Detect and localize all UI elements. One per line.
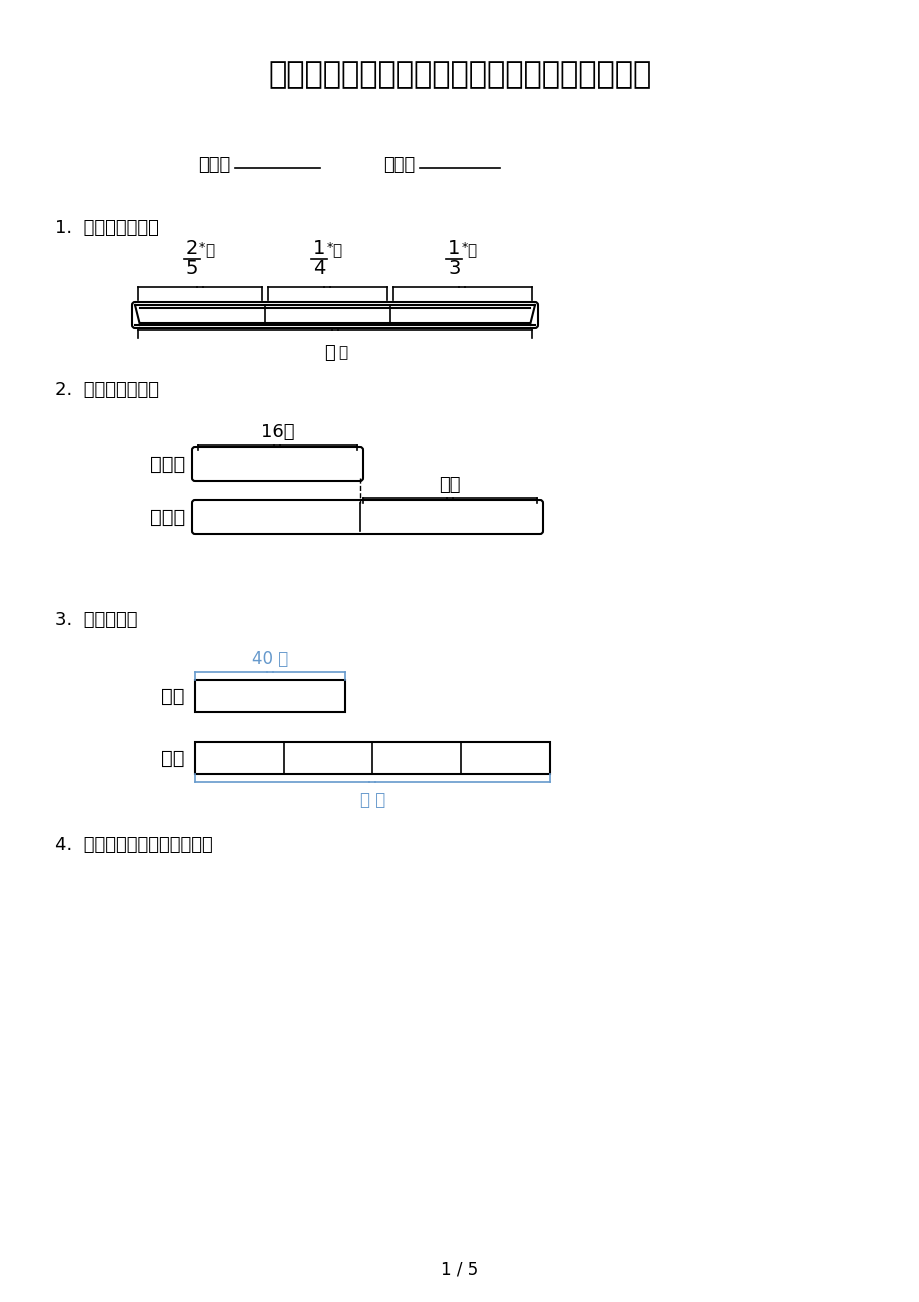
FancyBboxPatch shape — [131, 302, 538, 328]
Text: ？: ？ — [324, 344, 335, 362]
Text: *: * — [460, 241, 467, 254]
Text: ？个: ？个 — [438, 477, 460, 493]
Text: 4: 4 — [313, 259, 325, 279]
Text: 16个: 16个 — [260, 423, 294, 441]
Text: 部编三年级下册数学看图列式计算名校专项习题: 部编三年级下册数学看图列式计算名校专项习题 — [268, 60, 651, 90]
Text: 1: 1 — [448, 240, 460, 259]
Text: 米: 米 — [338, 345, 347, 361]
Text: 1 / 5: 1 / 5 — [441, 1262, 478, 1279]
Text: 3.  列式计算。: 3. 列式计算。 — [55, 611, 137, 629]
FancyBboxPatch shape — [192, 447, 363, 480]
Text: *: * — [199, 241, 205, 254]
Text: ？ 只: ？ 只 — [359, 792, 385, 809]
FancyBboxPatch shape — [195, 742, 550, 773]
Text: 2.  看图列式计算。: 2. 看图列式计算。 — [55, 381, 159, 398]
Text: 米: 米 — [332, 243, 341, 259]
Text: 姓名：: 姓名： — [382, 156, 414, 174]
Text: 米: 米 — [205, 243, 214, 259]
Text: 米: 米 — [467, 243, 476, 259]
Text: 40 只: 40 只 — [252, 650, 288, 668]
Text: 乒乓球: 乒乓球 — [150, 508, 185, 526]
Text: 1: 1 — [313, 240, 325, 259]
Text: 羽毛球: 羽毛球 — [150, 454, 185, 474]
Text: 班级：: 班级： — [198, 156, 230, 174]
Text: 大象: 大象 — [162, 749, 185, 767]
Text: 2: 2 — [186, 240, 198, 259]
FancyBboxPatch shape — [192, 500, 542, 534]
Text: 斑马: 斑马 — [162, 686, 185, 706]
FancyBboxPatch shape — [195, 680, 345, 712]
Text: 4.  下面图形的面积各是多少？: 4. 下面图形的面积各是多少？ — [55, 836, 212, 854]
Text: 1.  看图列式计算。: 1. 看图列式计算。 — [55, 219, 159, 237]
Text: 3: 3 — [448, 259, 460, 279]
Text: 5: 5 — [186, 259, 198, 279]
Text: *: * — [326, 241, 333, 254]
